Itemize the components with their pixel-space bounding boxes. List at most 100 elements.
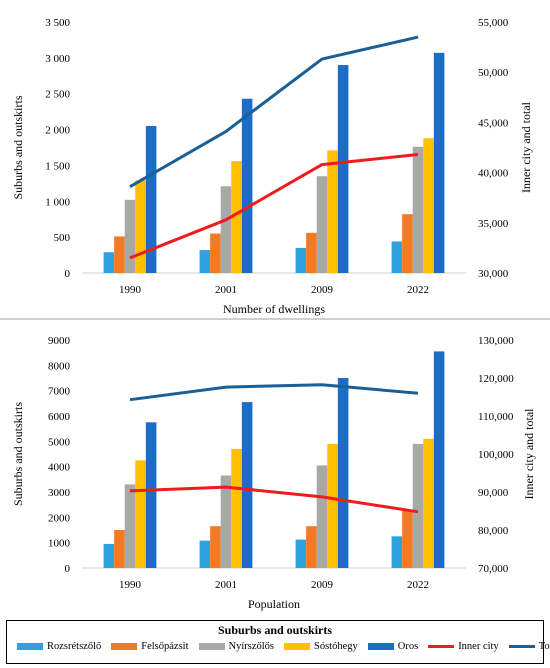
- population-chart-panel: 0 1000 2000 3000 4000 5000 6000 7000 8000 9000 70,…: [0, 320, 550, 616]
- y-tick-label: 2 000: [45, 125, 70, 137]
- y2-axis-title: Inner city and total: [522, 408, 536, 500]
- y-tick-label: 9000: [48, 335, 71, 347]
- legend-label: Nyírszőlős: [228, 641, 275, 652]
- bar-felsopazsit: [306, 232, 317, 273]
- y2-tick-label: 100,000: [478, 449, 514, 461]
- y2-tick-label: 45,000: [478, 117, 509, 129]
- dwellings-chart-panel: 0 500 1 000 1 500 2 000 2 500 3 000 3 500 30,000…: [0, 0, 550, 320]
- x-tick-label: 2009: [311, 284, 334, 296]
- bar-oros: [145, 422, 157, 568]
- bar-felsopazsit: [210, 233, 221, 273]
- bar-nyirszolos: [316, 465, 328, 568]
- legend-item-rozsretszolo: Rozsrétszőlő: [17, 641, 101, 652]
- y-tick-label: 5000: [48, 436, 71, 448]
- y2-tick-label: 70,000: [478, 563, 509, 575]
- bar-rozsretszolo: [199, 250, 211, 273]
- bar-oros: [241, 98, 253, 273]
- legend-swatch: [367, 643, 394, 650]
- x-tick-label: 2009: [311, 579, 334, 591]
- legend-label: Felsőpázsit: [141, 641, 189, 652]
- x-tick-label: 2022: [407, 284, 429, 296]
- legend-swatch: [284, 643, 310, 650]
- population-chart: 0 1000 2000 3000 4000 5000 6000 7000 8000 9000 70,…: [11, 335, 536, 611]
- bar-felsopazsit: [402, 511, 413, 568]
- y2-tick-label: 30,000: [478, 268, 509, 280]
- bar-oros: [241, 402, 253, 568]
- legend-swatch: [17, 643, 43, 650]
- y2-tick-label: 130,000: [478, 335, 514, 347]
- y-tick-label: 0: [65, 268, 71, 280]
- bar-sostohegy: [423, 438, 434, 568]
- line-total: [129, 383, 419, 402]
- bar-oros: [433, 52, 445, 273]
- bar-rozsretszolo: [103, 252, 115, 273]
- bar-nyirszolos: [220, 475, 232, 568]
- bar-oros: [337, 65, 349, 274]
- bar-rozsretszolo: [391, 536, 403, 568]
- y-tick-label: 500: [54, 232, 71, 244]
- legend-item-sostohegy: Sóstóhegy: [284, 641, 358, 652]
- y-tick-label: 8000: [48, 360, 71, 372]
- x-axis-title: Population: [248, 597, 300, 611]
- bar-felsopazsit: [114, 236, 125, 273]
- legend-label: Oros: [397, 641, 419, 652]
- legend-item-felsopazsit: Felsőpázsit: [111, 641, 189, 652]
- y2-tick-label: 35,000: [478, 218, 509, 230]
- dwellings-chart: 0 500 1 000 1 500 2 000 2 500 3 000 3 500 30,000…: [11, 17, 533, 316]
- legend-label: Sóstóhegy: [314, 641, 358, 652]
- bar-felsopazsit: [114, 530, 125, 568]
- bar-oros: [337, 378, 349, 568]
- bar-rozsretszolo: [103, 543, 115, 568]
- y2-tick-label: 80,000: [478, 525, 509, 537]
- y2-tick-label: 55,000: [478, 17, 509, 29]
- bar-sostohegy: [423, 138, 434, 273]
- bar-nyirszolos: [412, 443, 424, 568]
- bar-sostohegy: [327, 443, 338, 568]
- bar-nyirszolos: [220, 186, 232, 273]
- legend-item-nyirszolos: Nyírszőlős: [198, 641, 275, 652]
- y-tick-label: 3000: [48, 487, 71, 499]
- bar-oros: [433, 351, 445, 568]
- y2-tick-label: 120,000: [478, 373, 514, 385]
- y-tick-label: 6000: [48, 411, 71, 423]
- bar-nyirszolos: [412, 146, 424, 273]
- y-axis-title: Suburbs and outskirts: [11, 95, 25, 199]
- bar-sostohegy: [135, 180, 146, 273]
- bar-nyirszolos: [316, 176, 328, 273]
- x-tick-label: 1990: [119, 284, 142, 296]
- bar-nyirszolos: [124, 199, 136, 273]
- y2-tick-label: 110,000: [478, 411, 514, 423]
- bar-sostohegy: [135, 460, 146, 568]
- panel-divider: [0, 318, 550, 320]
- bar-sostohegy: [231, 161, 242, 273]
- bar-nyirszolos: [124, 484, 136, 568]
- y-tick-label: 1 000: [45, 196, 70, 208]
- bar-rozsretszolo: [391, 241, 403, 273]
- y-tick-label: 3 000: [45, 53, 70, 65]
- y-axis-title: Suburbs and outskirts: [11, 402, 25, 506]
- line-inner-city: [129, 153, 419, 260]
- legend-line: [428, 645, 455, 648]
- legend-line: [508, 645, 535, 648]
- y-tick-label: 1 500: [45, 160, 70, 172]
- legend-item-total: Total: [508, 641, 550, 652]
- bar-felsopazsit: [402, 214, 413, 273]
- legend-title: Suburbs and outskirts: [217, 623, 333, 637]
- y2-axis-title: Inner city and total: [519, 101, 533, 193]
- legend-swatch: [198, 643, 225, 650]
- x-tick-label: 1990: [119, 579, 142, 591]
- y-tick-label: 3 500: [45, 17, 70, 29]
- bar-rozsretszolo: [295, 247, 307, 273]
- bar-felsopazsit: [210, 526, 221, 568]
- x-tick-label: 2001: [215, 284, 237, 296]
- y-tick-label: 4000: [48, 462, 71, 474]
- legend-items: Rozsrétszőlő Felsőpázsit Nyírszőlős Sóst…: [17, 641, 550, 652]
- line-total: [129, 35, 419, 188]
- bar-sostohegy: [327, 150, 338, 273]
- legend-label: Total: [538, 641, 550, 652]
- legend-label: Rozsrétszőlő: [47, 641, 102, 652]
- y-tick-label: 2 500: [45, 89, 70, 101]
- bar-rozsretszolo: [199, 540, 211, 568]
- legend-item-inner-city: Inner city: [428, 641, 499, 652]
- y-tick-label: 2000: [48, 512, 71, 524]
